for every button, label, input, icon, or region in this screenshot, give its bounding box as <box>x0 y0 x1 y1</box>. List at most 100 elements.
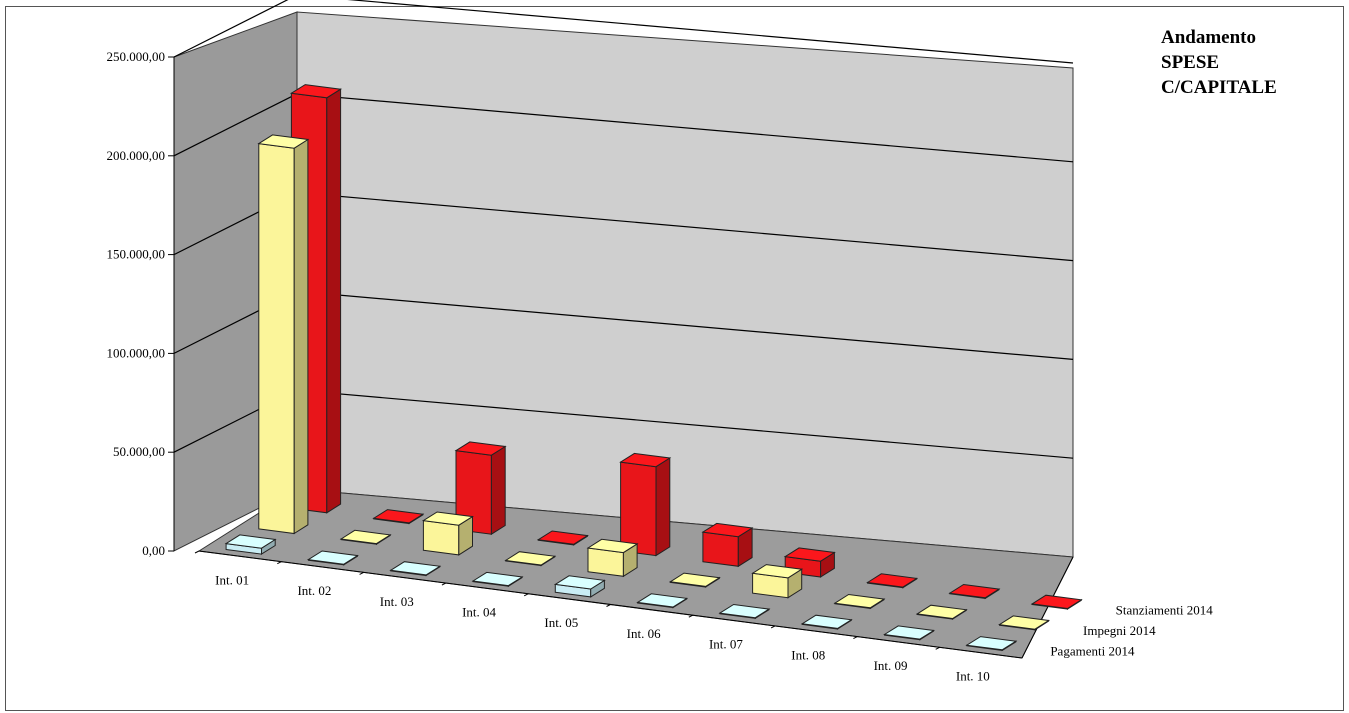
bar-top-face <box>536 530 589 545</box>
x-tick-label: Int. 07 <box>709 637 743 652</box>
bar-impegni-2014-3 <box>421 511 474 556</box>
bar-front-face <box>702 531 739 567</box>
x-tick-label: Int. 06 <box>627 626 661 641</box>
bar-top-face <box>636 593 689 608</box>
bar-top-face <box>751 564 804 579</box>
bar-impegni-2014-5 <box>586 538 639 578</box>
back-wall <box>296 11 1074 558</box>
bar-top-face <box>471 571 524 587</box>
bar-top-face <box>915 604 968 620</box>
bar-impegni-2014-1 <box>257 134 310 535</box>
bar-front-face <box>258 143 295 535</box>
bar-top-face <box>701 522 754 538</box>
bar-impegni-2014-9 <box>915 604 968 621</box>
bar-stanziamenti-2014-4 <box>536 530 589 546</box>
bar-top-face <box>718 603 771 619</box>
series-label-1: Stanziamenti 2014 <box>1116 602 1214 617</box>
bar-pagamenti-2014-10 <box>965 636 1018 652</box>
bar-top-face <box>965 636 1018 651</box>
bar-top-face <box>833 593 886 609</box>
chart-title-line-3: C/CAPITALE <box>1161 77 1277 98</box>
bar-stanziamenti-2014-8 <box>866 573 919 589</box>
bar-side-face <box>293 138 309 535</box>
bar-top-face <box>883 625 936 640</box>
bar-top-face <box>783 547 836 562</box>
bar-top-face <box>306 550 359 565</box>
y-tick-label: 0,00 <box>142 543 165 558</box>
gridline-back <box>296 389 1074 459</box>
bar-top-face <box>948 583 1001 599</box>
bar-side-face <box>655 457 671 557</box>
bar-pagamenti-2014-1 <box>224 534 277 556</box>
bar-pagamenti-2014-9 <box>883 625 936 641</box>
bar-stanziamenti-2014-10 <box>1030 594 1083 611</box>
bar-impegni-2014-4 <box>504 551 557 567</box>
bar-top-face <box>224 534 277 549</box>
series-label-2: Impegni 2014 <box>1083 623 1156 638</box>
bar-pagamenti-2014-5 <box>553 575 606 598</box>
y-tick-label: 50.000,00 <box>113 444 165 459</box>
chart-title-line-2: SPESE <box>1161 52 1219 73</box>
bar-stanziamenti-2014-3 <box>454 441 507 536</box>
bar-front-face <box>620 461 657 557</box>
x-tick-label: Int. 04 <box>462 604 496 619</box>
x-tick-label: Int. 10 <box>956 669 990 684</box>
bar-top-face <box>998 615 1051 630</box>
gridline-side <box>173 93 298 157</box>
bar-stanziamenti-2014-9 <box>948 583 1001 600</box>
bar-top-face <box>668 572 721 587</box>
x-tick-label: Int. 08 <box>791 647 825 662</box>
bar-stanziamenti-2014-2 <box>372 509 425 525</box>
bar-impegni-2014-10 <box>998 615 1051 631</box>
x-tick-mark <box>194 550 200 554</box>
y-tick-label: 250.000,00 <box>107 49 166 64</box>
gridline-back <box>347 0 1074 64</box>
bar-top-face <box>454 441 507 456</box>
bar-top-face <box>619 452 672 468</box>
gridline-back <box>296 290 1074 360</box>
bar-impegni-2014-6 <box>668 572 721 588</box>
bar-pagamenti-2014-4 <box>471 571 524 588</box>
bar-pagamenti-2014-7 <box>718 603 771 620</box>
y-tick-label: 200.000,00 <box>107 148 166 163</box>
bar-top-face <box>504 551 557 566</box>
bar-stanziamenti-2014-7 <box>783 547 836 578</box>
bar-top-face <box>339 529 392 545</box>
series-label-3: Pagamenti 2014 <box>1050 644 1135 659</box>
bar-pagamenti-2014-2 <box>306 550 359 566</box>
bar-impegni-2014-7 <box>751 564 804 599</box>
gridline-side <box>173 0 289 58</box>
bar-impegni-2014-2 <box>339 529 392 546</box>
bar-top-face <box>553 575 606 590</box>
bar-top-face <box>800 614 853 629</box>
bar-stanziamenti-2014-5 <box>619 452 672 557</box>
bar-top-face <box>372 509 425 524</box>
x-tick-label: Int. 01 <box>215 572 249 587</box>
bar-side-face <box>490 445 506 536</box>
x-tick-label: Int. 02 <box>297 583 331 598</box>
gridline-back <box>296 93 1074 163</box>
bar-pagamenti-2014-8 <box>800 614 853 630</box>
x-axis <box>198 550 1023 659</box>
bar-stanziamenti-2014-6 <box>701 522 754 568</box>
bar-top-face <box>289 84 343 99</box>
chart-title-line-1: Andamento <box>1161 27 1256 48</box>
depth-axis <box>1021 556 1074 659</box>
bar-pagamenti-2014-6 <box>636 593 689 609</box>
bar-top-face <box>421 511 474 526</box>
bar-top-face <box>389 561 442 576</box>
bar-front-face <box>422 520 460 556</box>
bar-side-face <box>326 88 342 514</box>
bar-top-face <box>1030 594 1083 610</box>
bar-top-face <box>257 134 310 149</box>
bar-pagamenti-2014-3 <box>389 561 442 577</box>
bar-top-face <box>866 573 919 588</box>
bar-impegni-2014-8 <box>833 593 886 610</box>
x-tick-label: Int. 03 <box>380 594 414 609</box>
x-tick-label: Int. 09 <box>874 658 908 673</box>
bar-top-face <box>586 538 639 554</box>
x-tick-label: Int. 05 <box>544 615 578 630</box>
y-tick-label: 100.000,00 <box>107 345 166 360</box>
gridline-back <box>296 192 1074 262</box>
